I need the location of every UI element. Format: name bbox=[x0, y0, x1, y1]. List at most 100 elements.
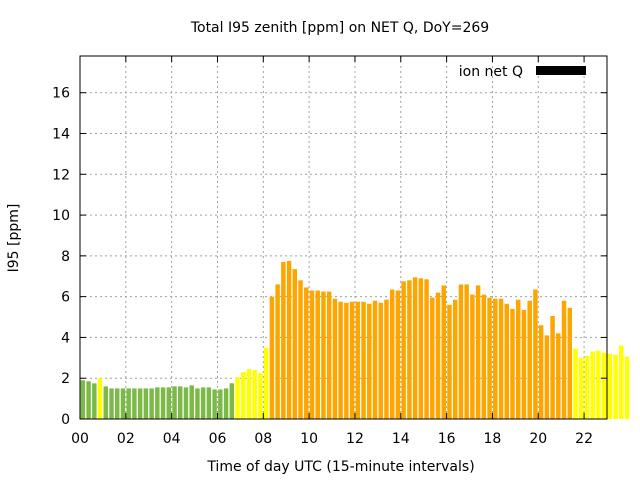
y-tick-label: 14 bbox=[52, 126, 70, 142]
x-tick-label: 04 bbox=[163, 431, 181, 447]
bar bbox=[149, 388, 154, 419]
bar bbox=[561, 300, 567, 419]
bar bbox=[504, 303, 509, 419]
bar bbox=[510, 308, 515, 419]
bar bbox=[349, 301, 355, 419]
bar bbox=[567, 307, 573, 419]
bar bbox=[344, 302, 349, 419]
bar bbox=[521, 309, 527, 419]
bar bbox=[189, 385, 194, 419]
bar bbox=[252, 370, 257, 419]
bar bbox=[286, 260, 292, 419]
bar bbox=[481, 294, 487, 419]
bar bbox=[292, 269, 298, 419]
bar bbox=[246, 369, 252, 419]
bar bbox=[487, 297, 492, 419]
bar bbox=[418, 278, 424, 419]
bar bbox=[538, 325, 544, 419]
bar bbox=[435, 292, 441, 419]
x-tick-label: 12 bbox=[346, 431, 364, 447]
bar bbox=[178, 386, 183, 419]
bar bbox=[395, 290, 401, 419]
bar bbox=[430, 297, 435, 419]
y-tick-label: 10 bbox=[52, 208, 70, 224]
bar bbox=[498, 298, 504, 419]
bar bbox=[361, 301, 366, 419]
y-tick-labels: 0 2 4 6 8 10 12 14 16 bbox=[52, 86, 70, 428]
bar bbox=[407, 280, 412, 419]
bar bbox=[401, 281, 406, 419]
bar bbox=[114, 388, 120, 419]
bar bbox=[126, 388, 131, 419]
bar bbox=[475, 285, 481, 419]
bar bbox=[200, 387, 206, 419]
bar bbox=[258, 373, 263, 419]
bar bbox=[241, 372, 246, 419]
bar bbox=[550, 316, 555, 419]
bar bbox=[103, 386, 109, 419]
bar bbox=[596, 350, 601, 419]
bar bbox=[372, 300, 378, 419]
bar bbox=[544, 335, 550, 419]
bar bbox=[326, 291, 332, 419]
x-tick-label: 22 bbox=[575, 431, 593, 447]
y-tick-label: 0 bbox=[61, 412, 70, 428]
bar bbox=[229, 383, 235, 419]
bar bbox=[441, 285, 446, 419]
bar bbox=[166, 387, 172, 419]
bar bbox=[624, 356, 630, 419]
bar bbox=[86, 381, 91, 419]
bar bbox=[263, 347, 269, 419]
x-tick-label: 06 bbox=[209, 431, 227, 447]
bar bbox=[355, 301, 361, 419]
x-tick-label: 08 bbox=[254, 431, 272, 447]
bar bbox=[338, 301, 343, 419]
y-axis-label: I95 [ppm] bbox=[6, 204, 22, 273]
y-tick-label: 16 bbox=[52, 86, 70, 102]
bar bbox=[447, 304, 452, 419]
bar bbox=[298, 280, 303, 419]
legend-swatch bbox=[536, 66, 586, 75]
bar bbox=[120, 388, 126, 419]
bar bbox=[607, 353, 613, 419]
bar bbox=[584, 355, 590, 419]
axis-ticks bbox=[79, 56, 607, 420]
bar bbox=[137, 388, 143, 419]
chart-title: Total I95 zenith [ppm] on NET Q, DoY=269 bbox=[190, 20, 489, 36]
bar bbox=[458, 284, 464, 419]
bar bbox=[412, 277, 418, 419]
bar bbox=[304, 287, 309, 419]
bar bbox=[97, 378, 103, 419]
bar bbox=[493, 298, 498, 419]
bar bbox=[309, 290, 315, 419]
bar bbox=[515, 299, 521, 419]
bar bbox=[378, 302, 383, 419]
bar bbox=[464, 284, 469, 419]
bar bbox=[160, 387, 166, 419]
bar bbox=[315, 290, 320, 419]
bar bbox=[332, 298, 338, 419]
legend-label: ion net Q bbox=[459, 64, 523, 80]
bar bbox=[212, 389, 217, 419]
bar bbox=[613, 354, 618, 419]
x-tick-label: 18 bbox=[484, 431, 502, 447]
bar bbox=[132, 388, 137, 419]
bar bbox=[578, 357, 584, 419]
bar bbox=[619, 345, 624, 419]
bar bbox=[556, 333, 561, 419]
bar bbox=[590, 351, 595, 419]
bar bbox=[223, 388, 229, 419]
x-tick-label: 02 bbox=[117, 431, 135, 447]
plot-frame bbox=[79, 55, 608, 420]
bar bbox=[470, 294, 475, 419]
bar bbox=[384, 299, 389, 419]
bar bbox=[155, 387, 160, 419]
bar bbox=[235, 377, 240, 419]
y-tick-label: 2 bbox=[61, 371, 70, 387]
bar bbox=[269, 296, 275, 419]
bar bbox=[452, 299, 458, 419]
x-tick-label: 20 bbox=[529, 431, 547, 447]
bar bbox=[321, 291, 326, 419]
bar bbox=[367, 303, 372, 419]
